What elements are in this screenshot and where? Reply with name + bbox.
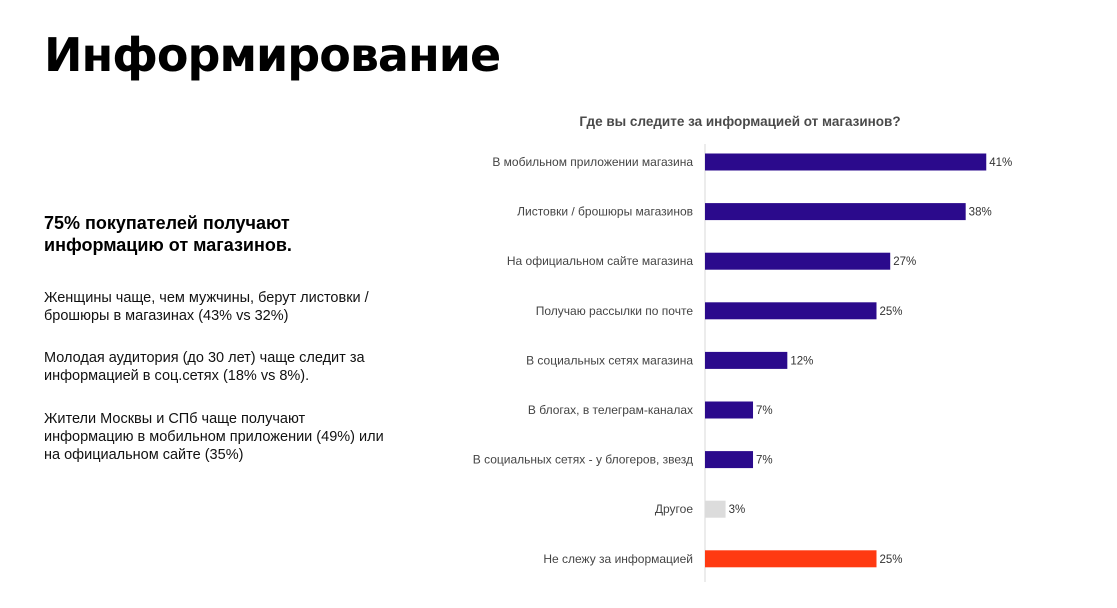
bar	[705, 451, 754, 469]
bar	[705, 351, 788, 369]
bar	[705, 401, 754, 419]
category-label: Получаю рассылки по почте	[536, 304, 694, 318]
value-label: 25%	[880, 554, 903, 566]
category-label: В мобильном приложении магазина	[492, 155, 693, 169]
value-label: 41%	[989, 157, 1012, 169]
value-label: 3%	[729, 504, 746, 516]
bar	[705, 500, 726, 518]
category-label: На официальном сайте магазина	[507, 254, 693, 268]
category-label: Не слежу за информацией	[543, 552, 693, 566]
value-label: 25%	[880, 306, 903, 318]
bar	[705, 153, 987, 171]
category-label: Другое	[655, 502, 693, 516]
category-label: В социальных сетях - у блогеров, звезд	[473, 453, 693, 467]
value-label: 27%	[893, 256, 916, 268]
fact-paragraph-moscow-spb: Жители Москвы и СПб чаще получают информ…	[44, 411, 384, 463]
category-label: В блогах, в телеграм-каналах	[528, 403, 693, 417]
lead-statement: 75% покупателей получают информацию от м…	[44, 213, 292, 255]
chart-title: Где вы следите за информацией от магазин…	[579, 114, 901, 129]
slide-title: Информирование	[44, 28, 501, 82]
fact-paragraph-women: Женщины чаще, чем мужчины, берут листовк…	[44, 290, 369, 324]
bar	[705, 550, 877, 568]
bar	[705, 252, 891, 270]
fact-paragraph-young-audience: Молодая аудитория (до 30 лет) чаще следи…	[44, 350, 365, 384]
value-label: 12%	[790, 355, 813, 367]
category-label: Листовки / брошюры магазинов	[517, 205, 693, 219]
category-label: В социальных сетях магазина	[526, 353, 693, 367]
bar	[705, 302, 877, 320]
value-label: 7%	[756, 405, 773, 417]
bar	[705, 203, 966, 221]
value-label: 7%	[756, 455, 773, 467]
value-label: 38%	[969, 207, 992, 219]
